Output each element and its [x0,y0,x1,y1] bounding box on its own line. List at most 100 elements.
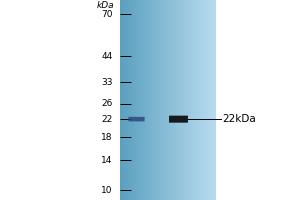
Bar [178,0,179,200]
Bar [175,0,176,200]
Bar [179,0,180,200]
Bar [195,0,196,200]
Bar [144,0,145,200]
Bar [158,0,159,200]
Bar [189,0,190,200]
Bar [125,0,126,200]
Bar [161,0,162,200]
Bar [138,0,139,200]
Bar [197,0,198,200]
Bar [167,0,168,200]
Bar [213,0,214,200]
Bar [136,0,137,200]
Bar [126,0,127,200]
Bar [145,0,146,200]
Bar [185,0,186,200]
Bar [129,0,130,200]
Bar [202,0,203,200]
Bar [139,0,140,200]
Bar [187,0,188,200]
Bar [166,0,167,200]
Bar [124,0,125,200]
Bar [211,0,212,200]
Bar [137,0,138,200]
Bar [199,0,200,200]
Text: 22kDa: 22kDa [222,114,256,124]
Bar [155,0,156,200]
Bar [183,0,184,200]
Bar [169,0,170,200]
Bar [156,0,157,200]
Bar [186,0,187,200]
Bar [168,0,169,200]
Text: 26: 26 [101,99,112,108]
Text: 44: 44 [101,52,112,61]
Bar [174,0,175,200]
Bar [163,0,164,200]
Bar [176,0,177,200]
Bar [184,0,185,200]
Bar [131,0,132,200]
Bar [122,0,123,200]
Bar [140,0,141,200]
Bar [151,0,152,200]
Bar [130,0,131,200]
Bar [128,0,129,200]
Bar [196,0,197,200]
Bar [206,0,207,200]
Text: kDa: kDa [96,1,114,10]
Bar [208,0,209,200]
Bar [177,0,178,200]
Bar [182,0,183,200]
Bar [132,0,133,200]
Bar [212,0,213,200]
Bar [193,0,194,200]
Bar [121,0,122,200]
Bar [210,0,211,200]
Bar [159,0,160,200]
Text: 10: 10 [101,186,112,195]
Bar [142,0,143,200]
Bar [148,0,149,200]
Bar [188,0,189,200]
Bar [180,0,181,200]
Bar [200,0,201,200]
Bar [164,0,165,200]
Bar [153,0,154,200]
Bar [165,0,166,200]
Bar [181,0,182,200]
Bar [133,0,134,200]
Bar [204,0,205,200]
Bar [127,0,128,200]
Text: 14: 14 [101,156,112,165]
Bar [209,0,210,200]
Bar [202,0,203,200]
Bar [171,0,172,200]
Bar [150,0,151,200]
FancyBboxPatch shape [128,117,145,121]
Bar [147,0,148,200]
Bar [134,0,135,200]
Bar [214,0,215,200]
Bar [143,0,144,200]
Bar [203,0,204,200]
Bar [160,0,161,200]
Text: 70: 70 [101,10,112,19]
Bar [201,0,202,200]
Bar [173,0,174,200]
Bar [205,0,206,200]
Bar [152,0,153,200]
Bar [170,0,171,200]
Text: 33: 33 [101,78,112,87]
Text: 18: 18 [101,133,112,142]
Bar [157,0,158,200]
Bar [190,0,191,200]
Bar [162,0,163,200]
Bar [135,0,136,200]
Text: 22: 22 [101,115,112,124]
Bar [154,0,155,200]
Bar [123,0,124,200]
Bar [191,0,192,200]
Bar [146,0,147,200]
Bar [207,0,208,200]
